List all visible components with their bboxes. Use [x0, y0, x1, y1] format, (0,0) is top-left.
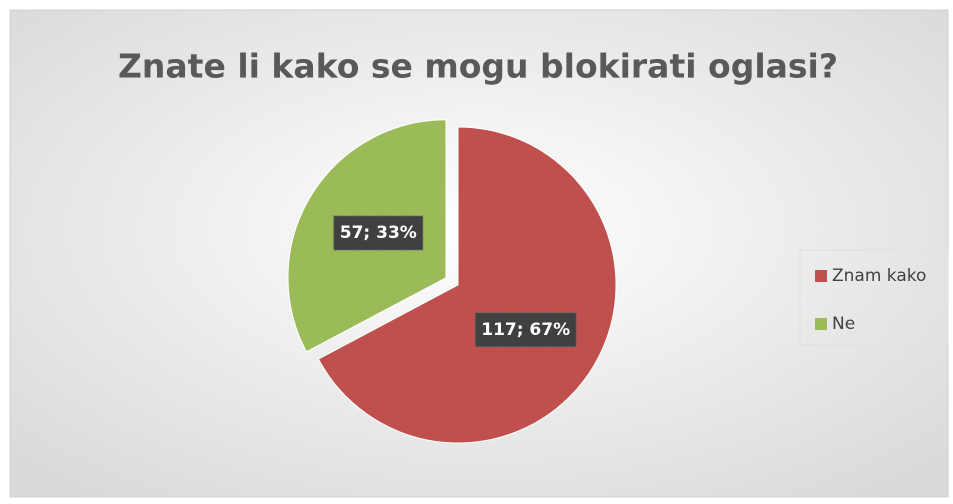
- data-label: 117; 67%: [481, 320, 570, 340]
- legend-box: [799, 249, 949, 346]
- pie-slice: [317, 126, 617, 444]
- legend-swatch: [815, 318, 827, 330]
- data-label-box: [333, 215, 424, 251]
- chart-title: Znate li kako se mogu blokirati oglasi?: [118, 47, 838, 86]
- legend-label: Ne: [832, 314, 855, 334]
- data-label-box: [474, 312, 577, 348]
- data-label: 57; 33%: [340, 223, 417, 243]
- legend-swatch: [815, 270, 827, 282]
- legend-label: Znam kako: [832, 266, 926, 286]
